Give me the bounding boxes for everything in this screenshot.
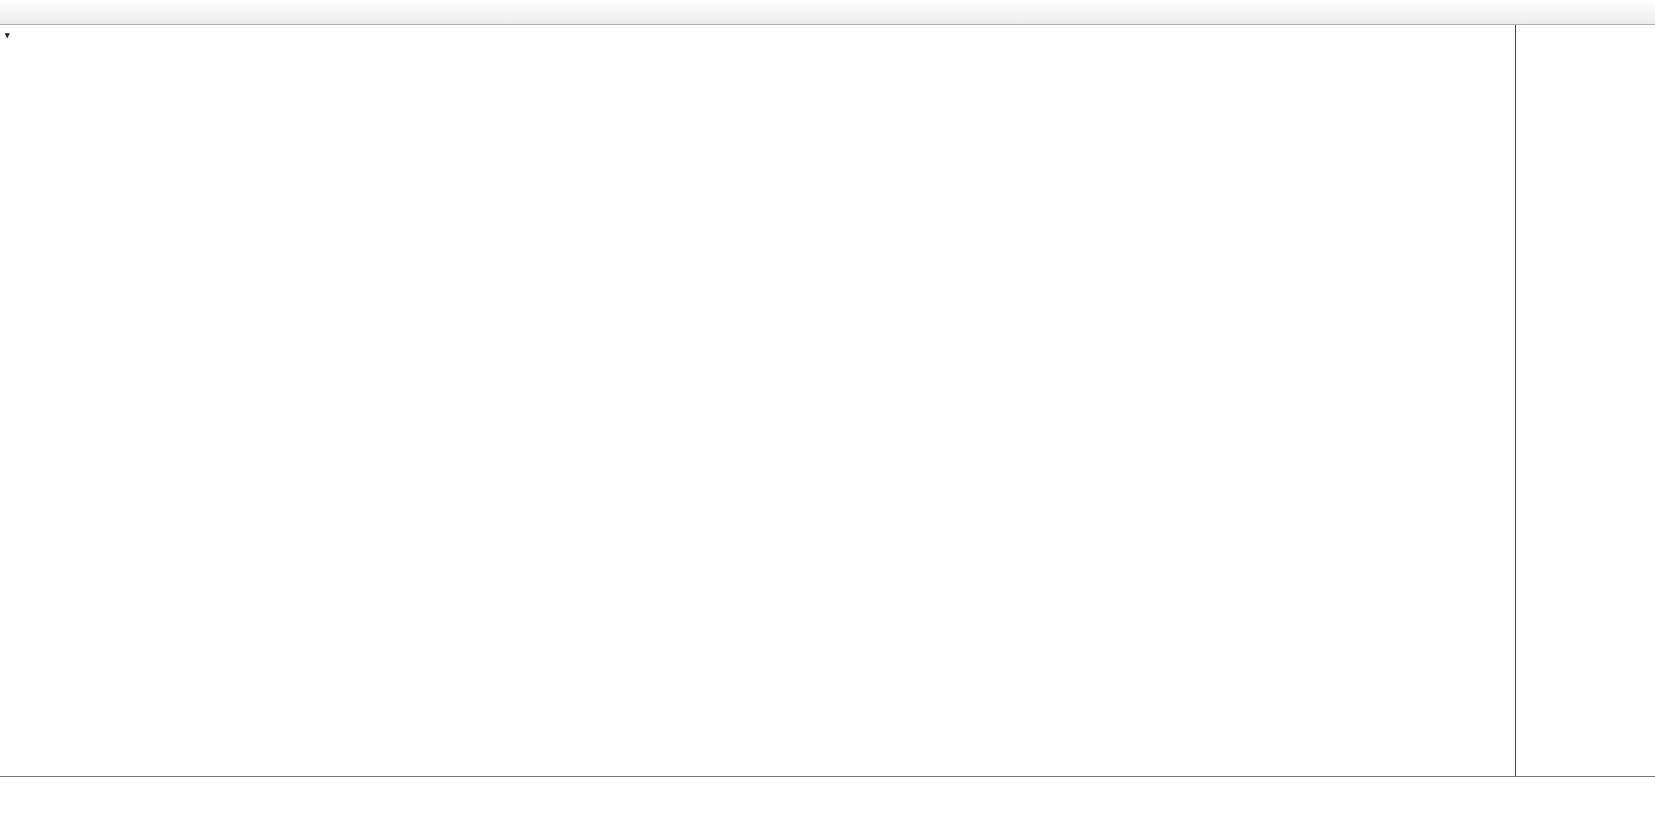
time-axis[interactable] — [0, 776, 1655, 827]
toolbar — [0, 0, 1655, 25]
collapse-chart-icon[interactable]: ▾ — [5, 30, 10, 40]
chart-canvas — [0, 25, 1515, 776]
price-axis[interactable] — [1515, 25, 1655, 776]
chart-window[interactable]: ▾ — [0, 25, 1515, 776]
chart-title-bar: ▾ — [5, 29, 13, 41]
